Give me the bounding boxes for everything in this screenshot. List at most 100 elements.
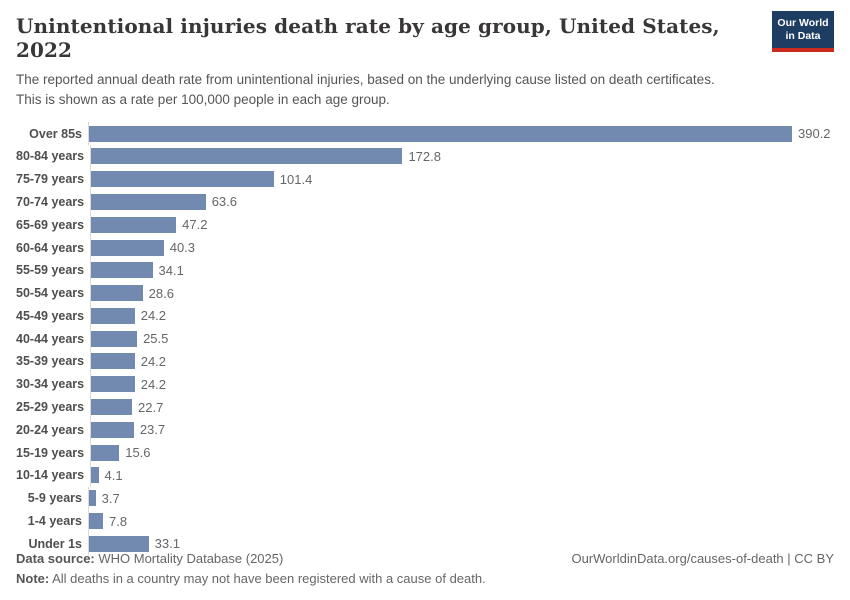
chart-footer: Data source: WHO Mortality Database (202… — [16, 549, 834, 588]
bar-row[interactable]: 1-4 years 7.8 — [16, 509, 834, 533]
footer-note: Note: All deaths in a country may not ha… — [16, 571, 486, 586]
value-label: 3.7 — [101, 490, 120, 506]
category-label: 15-19 years — [16, 445, 85, 460]
bar-row[interactable]: 15-19 years 15.6 — [16, 441, 834, 465]
bar[interactable] — [91, 285, 143, 302]
category-label: 30-34 years — [16, 377, 85, 392]
bar[interactable] — [91, 239, 164, 256]
bar-area: 47.2 — [90, 213, 834, 237]
footer-data-source: Data source: WHO Mortality Database (202… — [16, 549, 283, 569]
bar-area: 15.6 — [90, 441, 834, 465]
bar-row[interactable]: 45-49 years 24.2 — [16, 304, 834, 328]
category-label: Over 85s — [29, 126, 82, 141]
value-label: 22.7 — [138, 399, 164, 415]
value-label: 390.2 — [798, 126, 831, 142]
bar-area: 33.1 — [88, 532, 834, 556]
owid-logo-line1: Our World — [777, 17, 829, 29]
category-label: 5-9 years — [27, 491, 82, 506]
value-label: 24.2 — [140, 376, 167, 392]
category-label: 10-14 years — [16, 468, 85, 483]
bar-area: 4.1 — [90, 464, 834, 487]
bar[interactable] — [91, 148, 403, 165]
bar[interactable] — [91, 399, 133, 416]
bar-area: 7.8 — [88, 509, 834, 533]
bar[interactable] — [91, 353, 135, 370]
value-label: 23.7 — [139, 422, 166, 438]
bar-area: 390.2 — [88, 122, 834, 145]
value-label: 47.2 — [182, 217, 208, 233]
bar[interactable] — [89, 125, 792, 142]
value-label: 15.6 — [125, 445, 151, 461]
bar-area: 24.2 — [90, 372, 834, 396]
value-label: 4.1 — [104, 467, 123, 483]
bar[interactable] — [91, 421, 134, 438]
chart-subtitle: The reported annual death rate from unin… — [16, 72, 715, 107]
footer-link[interactable]: OurWorldinData.org/causes-of-death | CC … — [571, 551, 834, 566]
bar-row[interactable]: 70-74 years 63.6 — [16, 190, 834, 214]
category-label: 35-39 years — [16, 354, 85, 369]
bar[interactable] — [91, 307, 135, 324]
bar[interactable] — [91, 171, 274, 188]
bar-area: 23.7 — [90, 418, 834, 442]
bar[interactable] — [91, 376, 135, 393]
bar-row[interactable]: 65-69 years 47.2 — [16, 213, 834, 237]
bar-row[interactable]: 25-29 years 22.7 — [16, 395, 834, 419]
bar-row[interactable]: Over 85s 390.2 — [16, 122, 834, 145]
bar-row[interactable]: 5-9 years 3.7 — [16, 486, 834, 510]
bar-row[interactable]: 35-39 years 24.2 — [16, 350, 834, 373]
bar-area: 34.1 — [90, 258, 834, 282]
value-label: 24.2 — [140, 308, 167, 324]
chart-title: Unintentional injuries death rate by age… — [16, 14, 720, 62]
bar-row[interactable]: 60-64 years 40.3 — [16, 236, 834, 259]
bar[interactable] — [91, 216, 177, 233]
value-label: 63.6 — [211, 194, 238, 210]
bar[interactable] — [91, 193, 206, 210]
value-label: 40.3 — [169, 240, 196, 255]
value-label: 24.2 — [140, 353, 167, 369]
bar-area: 40.3 — [90, 236, 834, 259]
value-label: 172.8 — [408, 148, 441, 164]
value-label: 28.6 — [148, 285, 174, 301]
bar[interactable] — [91, 262, 153, 279]
bar-row[interactable]: 55-59 years 34.1 — [16, 258, 834, 282]
value-label: 101.4 — [279, 171, 313, 187]
category-label: 20-24 years — [16, 422, 85, 437]
bar[interactable] — [89, 490, 96, 507]
bar-area: 172.8 — [90, 144, 834, 168]
bar-area: 22.7 — [90, 395, 834, 419]
bar-row[interactable]: 20-24 years 23.7 — [16, 418, 834, 442]
footer-note-label: Note: — [16, 570, 50, 586]
bar-area: 24.2 — [90, 304, 834, 328]
category-label: 45-49 years — [16, 308, 85, 323]
owid-logo-line2: in Data — [785, 30, 821, 43]
bar-row[interactable]: 30-34 years 24.2 — [16, 372, 834, 396]
category-label: 55-59 years — [16, 263, 85, 278]
bar-row[interactable]: 10-14 years 4.1 — [16, 464, 834, 487]
bar[interactable] — [91, 330, 138, 347]
bar-row[interactable]: 75-79 years 101.4 — [16, 167, 834, 191]
bar-row[interactable]: 80-84 years 172.8 — [16, 144, 834, 168]
bar-row[interactable]: 40-44 years 25.5 — [16, 327, 834, 351]
bar-chart: Over 85s 390.2 80-84 years 172.8 75-79 years… — [16, 122, 834, 556]
category-label: Under 1s — [28, 536, 83, 551]
bar-area: 25.5 — [90, 327, 834, 351]
footer-note-value: All deaths in a country may not have bee… — [49, 570, 486, 586]
bar[interactable] — [91, 467, 99, 484]
category-label: 50-54 years — [16, 286, 85, 301]
bar-area: 28.6 — [90, 281, 834, 305]
footer-data-source-label: Data source: — [16, 551, 95, 566]
category-label: 25-29 years — [16, 400, 85, 415]
owid-logo[interactable]: Our World in Data — [772, 11, 834, 53]
category-label: 70-74 years — [16, 194, 85, 209]
chart-header: Unintentional injuries death rate by age… — [16, 11, 834, 109]
value-label: 33.1 — [154, 536, 180, 552]
bar[interactable] — [89, 513, 104, 530]
bar[interactable] — [89, 535, 149, 552]
bar-area: 63.6 — [90, 190, 834, 214]
value-label: 34.1 — [158, 262, 184, 278]
bar[interactable] — [91, 444, 120, 461]
bar-row[interactable]: 50-54 years 28.6 — [16, 281, 834, 305]
bar-row[interactable]: Under 1s 33.1 — [16, 532, 834, 556]
bar-area: 101.4 — [90, 167, 834, 191]
